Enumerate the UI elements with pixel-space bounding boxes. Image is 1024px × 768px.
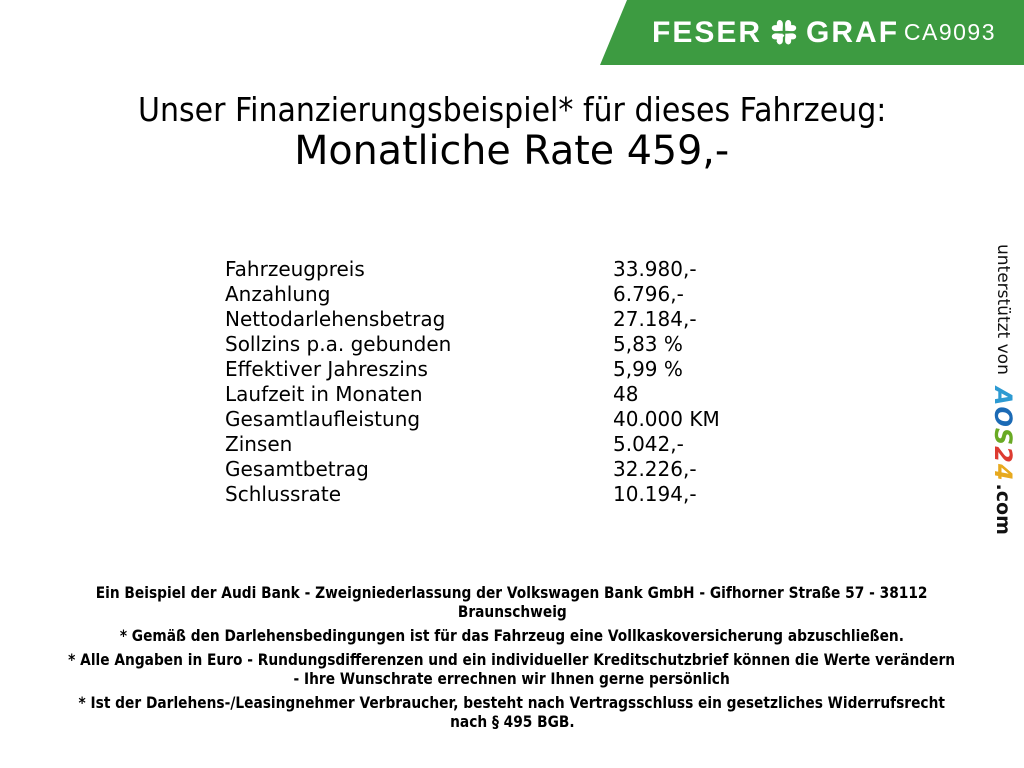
footer-paragraph-revocation: * Ist der Darlehens-/Leasingnehmer Verbr… [0, 693, 1024, 731]
financing-value: 32.226,- [613, 457, 697, 481]
aos24-logo-letter: S [989, 427, 1017, 447]
table-row: Effektiver Jahreszins 5,99 % [225, 357, 720, 382]
financing-label: Anzahlung [225, 282, 331, 306]
financing-label: Effektiver Jahreszins [225, 357, 428, 381]
financing-value: 10.194,- [613, 482, 697, 506]
financing-table: Fahrzeugpreis 33.980,- Anzahlung 6.796,-… [225, 257, 720, 507]
financing-label: Gesamtlaufleistung [225, 407, 421, 431]
table-row: Gesamtlaufleistung 40.000 KM [225, 407, 720, 432]
footer-line: * Alle Angaben in Euro - Rundungsdiffere… [68, 650, 956, 669]
financing-label: Zinsen [225, 432, 293, 456]
financing-label: Fahrzeugpreis [225, 257, 365, 281]
aos24-logo-letter: 4 [989, 463, 1017, 482]
brand-name-left: FESER [652, 15, 763, 49]
footer-line: * Gemäß den Darlehensbedingungen ist für… [119, 626, 905, 645]
footer-line: * Ist der Darlehens-/Leasingnehmer Verbr… [78, 693, 946, 712]
monthly-rate-title: Monatliche Rate 459,- [294, 128, 730, 174]
financing-value: 48 [613, 382, 639, 406]
four-leaf-clover-icon [769, 17, 799, 49]
financing-label: Gesamtbetrag [225, 457, 369, 481]
aos24-logo-letter: A [989, 386, 1017, 407]
financing-label: Nettodarlehensbetrag [225, 307, 446, 331]
footer-line: - Ihre Wunschrate errechnen wir Ihnen ge… [293, 669, 731, 688]
table-row: Laufzeit in Monaten 48 [225, 382, 720, 407]
vehicle-code: CA9093 [903, 19, 996, 45]
footer-paragraph-bank: Ein Beispiel der Audi Bank - Zweignieder… [0, 583, 1024, 621]
financing-value: 6.796,- [613, 282, 684, 306]
table-row: Gesamtbetrag 32.226,- [225, 457, 720, 482]
footer-line: nach § 495 BGB. [449, 712, 575, 731]
footer-paragraph-insurance: * Gemäß den Darlehensbedingungen ist für… [0, 626, 1024, 645]
footer-paragraph-euro-note: * Alle Angaben in Euro - Rundungsdiffere… [0, 650, 1024, 688]
financing-value: 40.000 KM [613, 407, 720, 431]
brand-name-right: GRAF [806, 15, 900, 49]
footer-disclaimer: Ein Beispiel der Audi Bank - Zweignieder… [0, 583, 1024, 736]
brand-logo: FESER GRAF [652, 17, 899, 49]
supported-by-label: unterstützt von [993, 244, 1013, 375]
table-row: Schlussrate 10.194,- [225, 482, 720, 507]
aos24-logo-letter: 2 [989, 446, 1017, 464]
financing-value: 5,83 % [613, 332, 683, 356]
footer-line: Braunschweig [457, 602, 567, 621]
page-title: Unser Finanzierungsbeispiel* für dieses … [137, 90, 887, 129]
financing-label: Schlussrate [225, 482, 342, 506]
table-row: Fahrzeugpreis 33.980,- [225, 257, 720, 282]
financing-value: 5,99 % [613, 357, 683, 381]
table-row: Nettodarlehensbetrag 27.184,- [225, 307, 720, 332]
table-row: Anzahlung 6.796,- [225, 282, 720, 307]
financing-label: Sollzins p.a. gebunden [225, 332, 452, 356]
table-row: Zinsen 5.042,- [225, 432, 720, 457]
financing-value: 33.980,- [613, 257, 697, 281]
header-banner: FESER GRAF CA9093 [600, 0, 1024, 65]
domain-suffix: .com [992, 483, 1015, 535]
financing-label: Laufzeit in Monaten [225, 382, 423, 406]
financing-value: 27.184,- [613, 307, 697, 331]
table-row: Sollzins p.a. gebunden 5,83 % [225, 332, 720, 357]
aos24-logo-letter: O [989, 406, 1017, 428]
footer-line: Ein Beispiel der Audi Bank - Zweignieder… [96, 583, 928, 602]
financing-value: 5.042,- [613, 432, 684, 456]
